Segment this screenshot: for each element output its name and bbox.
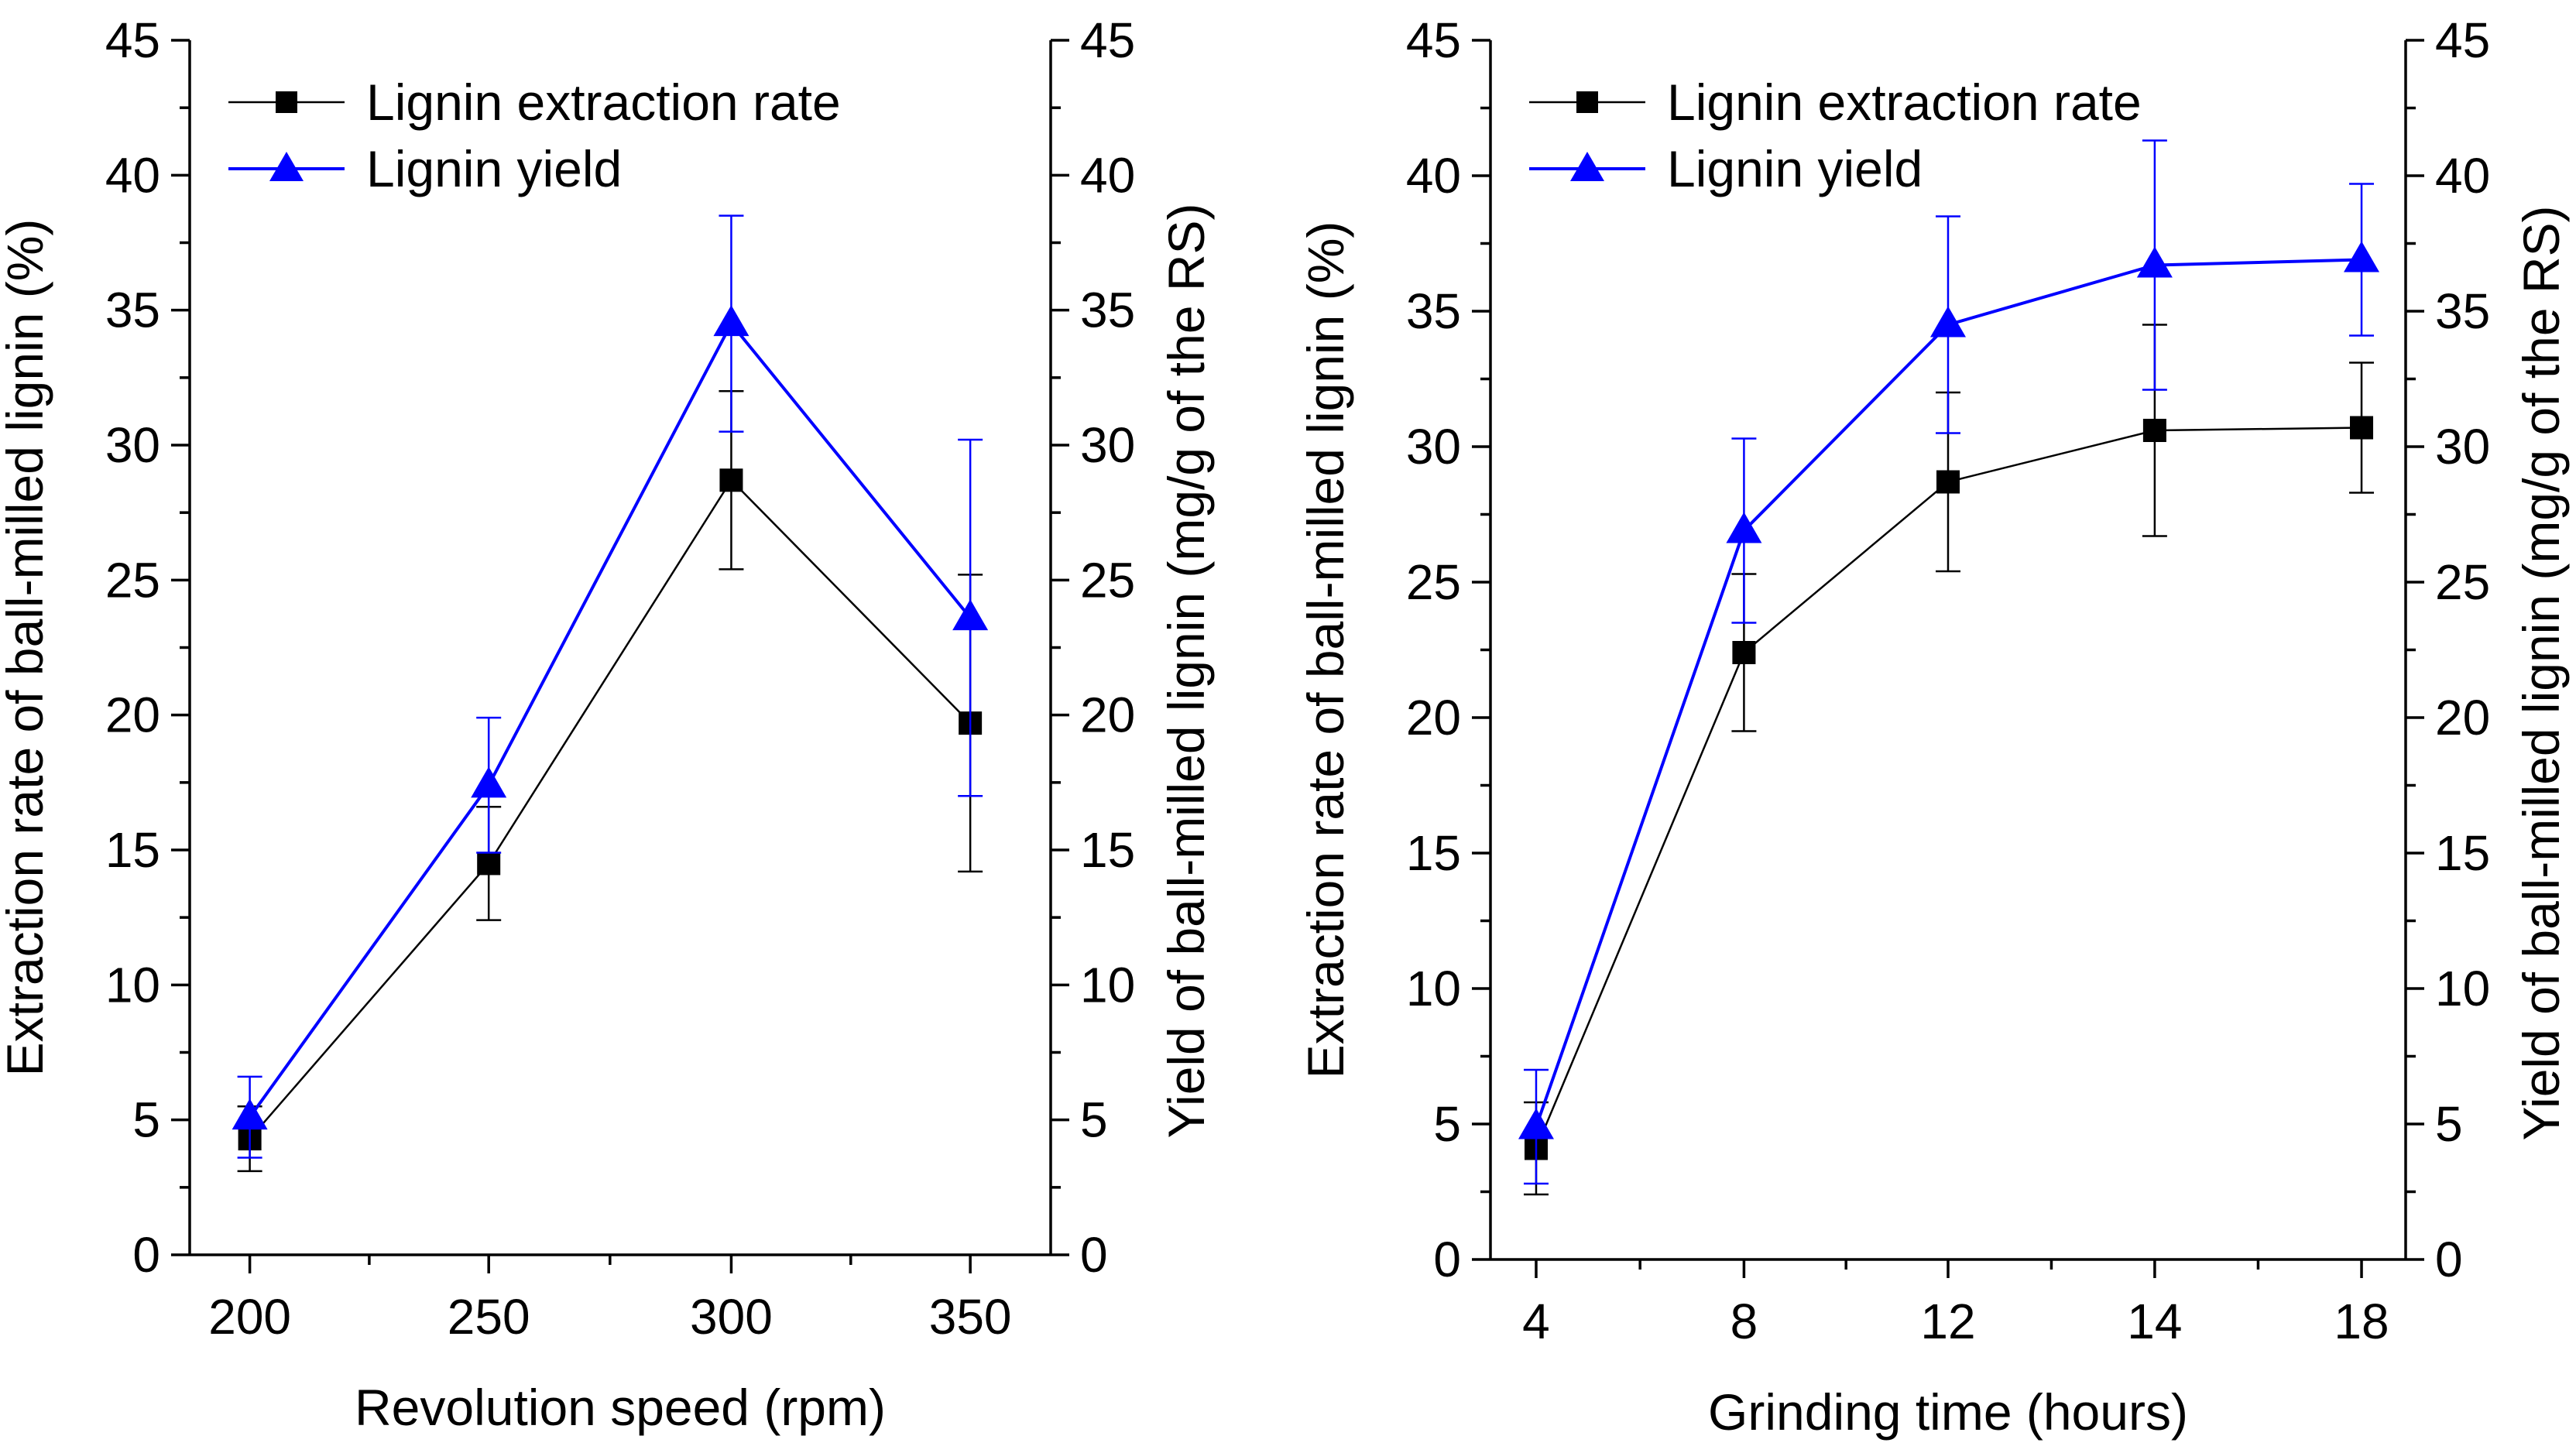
y-tick-label-left: 5	[132, 1092, 160, 1148]
x-tick-label: 8	[1730, 1294, 1758, 1349]
series-1	[1523, 324, 2375, 1196]
y-tick-label-right: 45	[2435, 12, 2490, 68]
x-tick-label: 18	[2334, 1294, 2389, 1349]
y-tick-label-right: 30	[1080, 417, 1135, 473]
data-point-triangle	[232, 1098, 268, 1130]
y-tick-label-right: 40	[2435, 148, 2490, 204]
x-axis-title: Revolution speed (rpm)	[355, 1379, 886, 1436]
y-tick-label-right: 30	[2435, 419, 2490, 475]
y-tick-label-left: 5	[1433, 1096, 1461, 1152]
y-tick-label-right: 5	[2435, 1096, 2463, 1152]
data-point-square	[477, 852, 501, 876]
data-point-square	[2350, 416, 2374, 440]
data-point-square	[1732, 641, 1756, 664]
y-tick-label-left: 15	[1406, 825, 1461, 881]
x-tick-label: 14	[2127, 1294, 2182, 1349]
y-tick-label-right: 35	[2435, 283, 2490, 339]
y-axis-title-left: Extraction rate of ball-milled lignin (%…	[1297, 221, 1354, 1079]
legend-label: Lignin extraction rate	[1667, 74, 2142, 131]
x-tick-label: 4	[1522, 1294, 1550, 1349]
data-point-triangle	[1930, 306, 1966, 338]
data-point-square	[2142, 419, 2166, 442]
x-tick-label: 250	[448, 1289, 530, 1345]
series-2	[232, 214, 989, 1159]
y-tick-label-left: 25	[105, 552, 160, 608]
y-tick-label-right: 15	[1080, 822, 1135, 878]
x-tick-label: 200	[208, 1289, 291, 1345]
y-tick-label-right: 20	[1080, 687, 1135, 743]
y-tick-label-right: 45	[1080, 12, 1135, 68]
y-tick-label-left: 10	[1406, 961, 1461, 1016]
legend-item-1: Lignin extraction rate	[228, 74, 841, 131]
data-point-square	[1936, 470, 1960, 494]
y-tick-label-right: 10	[2435, 961, 2490, 1016]
x-tick-label: 300	[690, 1289, 773, 1345]
data-point-triangle	[952, 599, 989, 631]
y-tick-label-left: 40	[105, 147, 160, 203]
legend-marker-square	[276, 91, 297, 113]
data-point-triangle	[1726, 512, 1762, 543]
x-tick-label: 350	[929, 1289, 1012, 1345]
y-tick-label-right: 40	[1080, 147, 1135, 203]
y-tick-label-right: 15	[2435, 825, 2490, 881]
legend-item-1: Lignin extraction rate	[1529, 74, 2142, 131]
series-line	[248, 320, 972, 1119]
y-tick-label-left: 35	[105, 283, 160, 338]
data-point-triangle	[713, 305, 749, 337]
x-tick-label: 12	[1920, 1294, 1975, 1349]
legend-label: Lignin yield	[1667, 140, 1923, 197]
legend-item-2: Lignin yield	[228, 140, 622, 197]
series-line	[249, 478, 972, 1139]
y-tick-label-left: 40	[1406, 148, 1461, 204]
y-axis-title-right: Yield of ball-milled lignin (mg/g of the…	[1158, 203, 1215, 1138]
y-tick-label-left: 0	[132, 1227, 160, 1283]
y-tick-label-right: 10	[1080, 957, 1135, 1013]
legend-item-2: Lignin yield	[1529, 140, 1923, 197]
legend-label: Lignin extraction rate	[366, 74, 841, 131]
y-tick-label-right: 0	[2435, 1232, 2463, 1287]
x-axis-title: Grinding time (hours)	[1708, 1383, 2188, 1441]
y-axis-title-left: Extraction rate of ball-milled lignin (%…	[0, 219, 53, 1077]
legend-marker-triangle	[269, 152, 304, 181]
chart-2: 0 0 5 5 10 10 15 15 20 20 25 25 30 30 35 35 40 40 45 45 4 8 12…	[1297, 12, 2570, 1441]
y-tick-label-left: 25	[1406, 554, 1461, 610]
series-1	[237, 390, 983, 1173]
data-point-triangle	[2344, 241, 2380, 272]
data-point-triangle	[2136, 246, 2173, 278]
data-point-square	[719, 468, 743, 492]
y-tick-label-left: 20	[1406, 690, 1461, 745]
series-2	[1518, 139, 2380, 1185]
y-tick-label-left: 10	[105, 957, 160, 1013]
y-tick-label-left: 35	[1406, 283, 1461, 339]
y-tick-label-right: 25	[1080, 552, 1135, 608]
data-point-triangle	[471, 766, 507, 798]
y-tick-label-left: 30	[105, 417, 160, 473]
y-tick-label-left: 0	[1433, 1232, 1461, 1287]
y-tick-label-left: 30	[1406, 419, 1461, 475]
chart-1: 0 0 5 5 10 10 15 15 20 20 25 25 30 30 35 35 40 40 45 45 200 2…	[0, 12, 1215, 1436]
y-tick-label-left: 20	[105, 687, 160, 743]
y-tick-label-right: 20	[2435, 690, 2490, 745]
y-tick-label-right: 0	[1080, 1227, 1108, 1283]
y-tick-label-right: 5	[1080, 1092, 1108, 1148]
y-tick-label-left: 45	[105, 12, 160, 68]
legend-marker-triangle	[1570, 152, 1604, 181]
y-tick-label-left: 15	[105, 822, 160, 878]
legend-label: Lignin yield	[366, 140, 622, 197]
y-axis-title-right: Yield of ball-milled lignin (mg/g of the…	[2513, 205, 2570, 1140]
y-tick-label-left: 45	[1406, 12, 1461, 68]
y-tick-label-right: 35	[1080, 283, 1135, 338]
legend-marker-square	[1576, 91, 1598, 113]
data-point-triangle	[1518, 1108, 1554, 1139]
y-tick-label-right: 25	[2435, 554, 2490, 610]
